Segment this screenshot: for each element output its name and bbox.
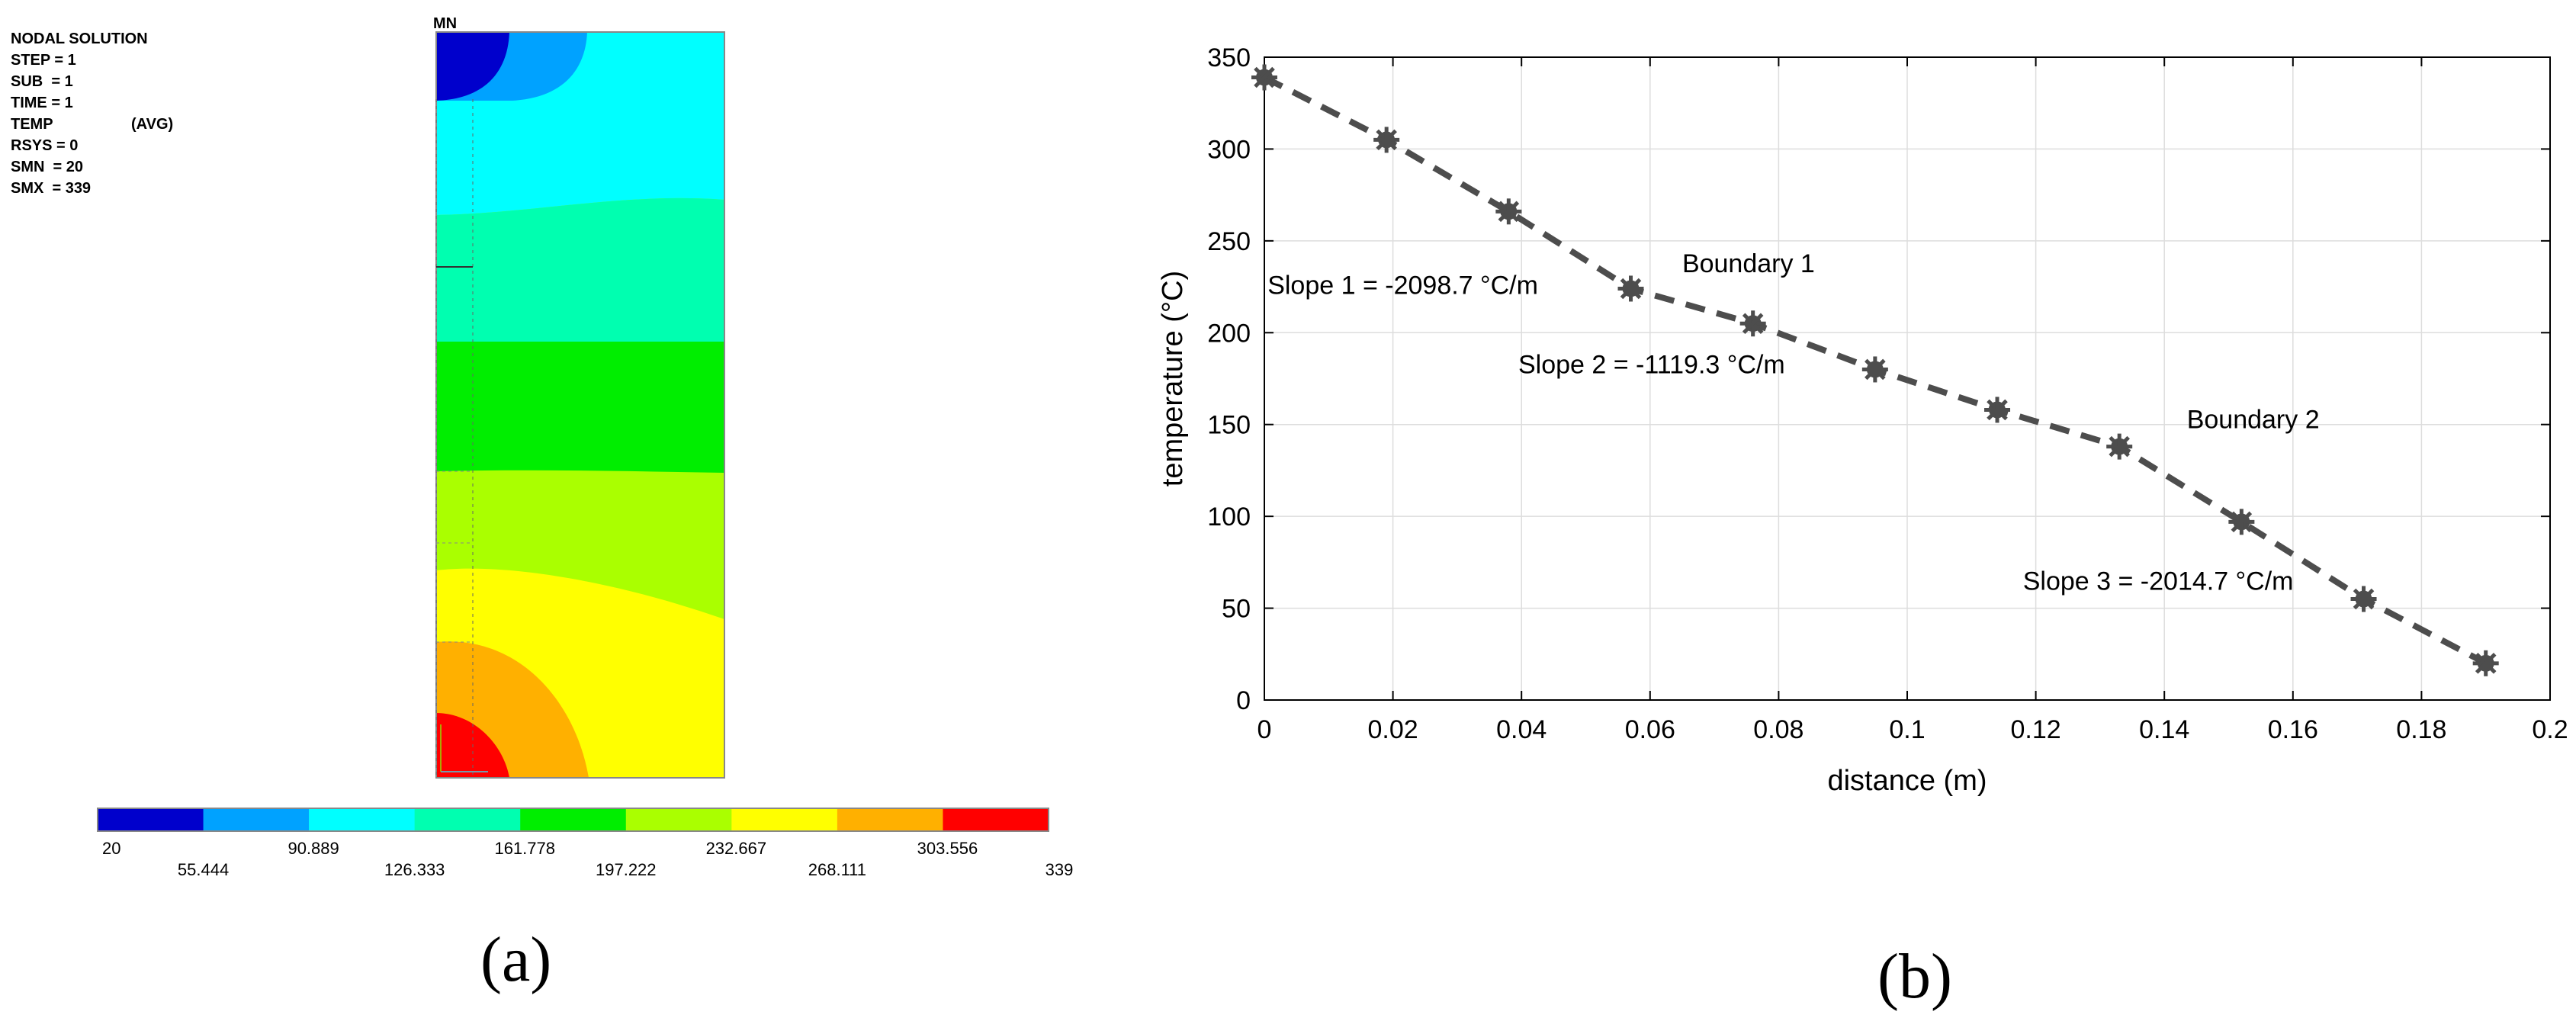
mn-label: MN: [433, 15, 457, 32]
data-point-marker: [1617, 275, 1644, 302]
legend-swatch: [414, 808, 521, 831]
legend-label-top: 303.556: [917, 839, 978, 858]
x-axis-ticks: 0 0.02 0.04 0.06 0.08 0.1 0.12 0.14 0.16 0.18 0.2: [1257, 57, 2568, 744]
data-point-marker: [2228, 509, 2255, 535]
chart-annotations: Boundary 1 Slope 1 = -2098.7 °C/m Slope 2 …: [1267, 249, 2319, 596]
legend-swatch: [309, 808, 416, 831]
annotation-label: Slope 2 = -1119.3 °C/m: [1518, 350, 1785, 379]
data-point-marker: [1495, 198, 1522, 225]
data-point-marker: [1984, 397, 2011, 423]
y-tick-label: 250: [1207, 227, 1251, 256]
x-tick-label: 0: [1257, 715, 1272, 744]
chart-svg: 0 0.02 0.04 0.06 0.08 0.1 0.12 0.14 0.16 0.18 0.2 …: [1157, 43, 2568, 797]
legend-label-top: 20: [102, 839, 120, 858]
caption-a: (a): [480, 924, 552, 995]
info-smn: SMN = 20: [11, 159, 84, 175]
x-tick-label: 0.08: [1753, 715, 1804, 744]
x-axis-label: distance (m): [1827, 765, 1987, 797]
legend-swatch: [98, 808, 204, 831]
x-tick-label: 0.16: [2268, 715, 2318, 744]
data-point-marker: [2106, 433, 2133, 460]
y-tick-label: 350: [1207, 43, 1251, 72]
data-point-marker: [2472, 650, 2499, 676]
data-point-marker: [1373, 127, 1400, 153]
info-smx: SMX = 339: [11, 180, 92, 197]
y-tick-label: 0: [1236, 686, 1251, 715]
x-tick-label: 0.04: [1496, 715, 1547, 744]
color-legend-bar: [97, 808, 1049, 832]
contour-field: [435, 31, 725, 779]
legend-swatch: [625, 808, 732, 831]
x-tick-label: 0.06: [1625, 715, 1675, 744]
y-tick-label: 150: [1207, 411, 1251, 440]
x-tick-label: 0.14: [2139, 715, 2189, 744]
contour-frame: [435, 31, 725, 779]
y-tick-label: 200: [1207, 319, 1251, 348]
legend-label-bottom: 197.222: [596, 860, 657, 879]
legend-swatch: [203, 808, 310, 831]
contour-band-1: [436, 32, 509, 101]
legend-label-bottom: 268.111: [808, 860, 866, 879]
legend-frame: [97, 808, 1049, 832]
panel-b-line-chart: 0 0.02 0.04 0.06 0.08 0.1 0.12 0.14 0.16 0.18 0.2 …: [1144, 0, 2576, 1018]
x-tick-label: 0.02: [1368, 715, 1418, 744]
data-point-marker: [1861, 356, 1888, 383]
x-tick-label: 0.18: [2396, 715, 2446, 744]
x-tick-label: 0.2: [2532, 715, 2568, 744]
data-point-marker: [1251, 64, 1277, 91]
contour-band-5: [436, 342, 724, 473]
info-rsys: RSYS = 0: [11, 137, 79, 154]
data-point-marker: [1739, 310, 1766, 337]
annotation-label: Slope 1 = -2098.7 °C/m: [1267, 271, 1538, 300]
annotation-label: Slope 3 = -2014.7 °C/m: [2023, 567, 2294, 596]
y-tick-label: 50: [1222, 595, 1251, 624]
legend-label-bottom: 339: [1045, 860, 1074, 879]
contour-band-4: [436, 197, 724, 342]
data-point-marker: [2350, 586, 2377, 612]
y-axis-label: temperature (°C): [1157, 271, 1189, 487]
legend-label-top: 90.889: [287, 839, 339, 858]
legend-label-top: 232.667: [706, 839, 767, 858]
info-sub: SUB = 1: [11, 73, 73, 90]
x-tick-label: 0.1: [1889, 715, 1925, 744]
y-axis-ticks: 0 50 100 150 200 250 300 350: [1207, 43, 2550, 715]
legend-swatch: [731, 808, 838, 831]
legend-label-bottom: 55.444: [178, 860, 229, 879]
coordinate-triad-icon: [440, 724, 488, 772]
caption-b: (b): [1877, 941, 1952, 1012]
annotation-label: Boundary 2: [2187, 406, 2320, 435]
legend-label-top: 161.778: [494, 839, 555, 858]
x-tick-label: 0.12: [2011, 715, 2061, 744]
y-tick-label: 100: [1207, 503, 1251, 531]
y-tick-label: 300: [1207, 135, 1251, 164]
info-time: TIME = 1: [11, 95, 73, 111]
legend-label-bottom: 126.333: [384, 860, 445, 879]
legend-swatch: [520, 808, 627, 831]
info-temp: TEMP: [11, 116, 53, 133]
info-step: STEP = 1: [11, 52, 76, 69]
legend-swatch: [943, 808, 1049, 831]
info-avg: (AVG): [131, 116, 174, 133]
color-legend-labels: 20 90.889 161.778 232.667 303.556 55.444 126.3…: [102, 839, 1073, 879]
panel-a-contour-plot: NODAL SOLUTION STEP = 1 SUB = 1 TIME = 1…: [0, 0, 1144, 1018]
annotation-label: Boundary 1: [1682, 249, 1815, 278]
info-title: NODAL SOLUTION: [11, 31, 148, 47]
data-markers: [1251, 64, 2499, 676]
legend-swatch: [837, 808, 943, 831]
